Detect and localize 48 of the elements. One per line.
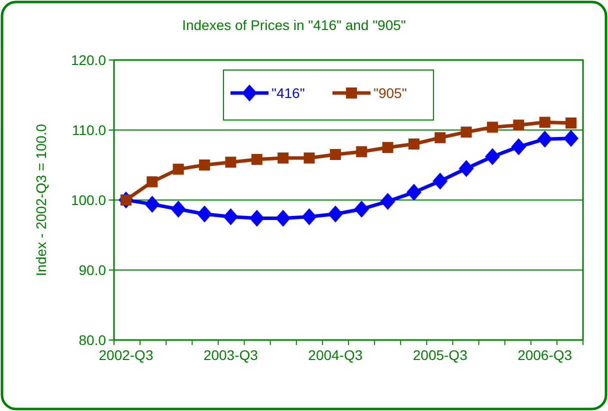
y-tick-label: 110.0: [72, 122, 106, 138]
point: [434, 132, 446, 144]
x-tick-label: 2005-Q3: [412, 347, 468, 363]
point: [251, 154, 262, 165]
point: [278, 152, 289, 164]
y-tick-label: 120.0: [70, 52, 106, 68]
point: [146, 176, 158, 188]
point: [566, 118, 576, 128]
point: [328, 206, 343, 222]
point: [382, 142, 394, 153]
y-axis-title: Index - 2002-Q3 = 100.0: [33, 124, 49, 276]
point: [513, 120, 524, 131]
point: [380, 192, 396, 210]
point: [356, 146, 368, 158]
point: [276, 210, 291, 227]
y-tick-label: 80.0: [78, 332, 106, 348]
y-tick-label: 90.0: [78, 262, 106, 278]
legend-label: "416": [272, 84, 305, 101]
point: [484, 148, 500, 166]
point: [460, 126, 472, 138]
point: [144, 196, 160, 213]
point: [537, 130, 552, 148]
point: [249, 210, 264, 227]
point: [511, 138, 526, 156]
x-tick-label: 2006-Q3: [518, 347, 572, 363]
x-tick-label: 2004-Q3: [308, 347, 363, 363]
point: [564, 130, 578, 147]
point: [408, 138, 420, 150]
x-tick-label: 2003-Q3: [203, 347, 258, 363]
chart-title: Indexes of Prices in "416" and "905": [182, 17, 406, 33]
point: [354, 200, 370, 218]
point: [302, 208, 317, 226]
point: [197, 206, 212, 222]
point: [330, 149, 341, 160]
point: [225, 156, 236, 168]
point: [170, 200, 186, 218]
point: [406, 184, 422, 201]
point: [539, 116, 550, 128]
y-tick-label: 100.0: [70, 192, 106, 208]
point: [486, 122, 498, 133]
point: [304, 152, 315, 164]
legend-label: "905": [374, 84, 407, 101]
point: [172, 164, 184, 175]
point: [432, 172, 448, 190]
x-tick-label: 2002-Q3: [98, 347, 154, 363]
point: [458, 160, 474, 177]
point: [223, 208, 238, 226]
point: [199, 160, 210, 170]
